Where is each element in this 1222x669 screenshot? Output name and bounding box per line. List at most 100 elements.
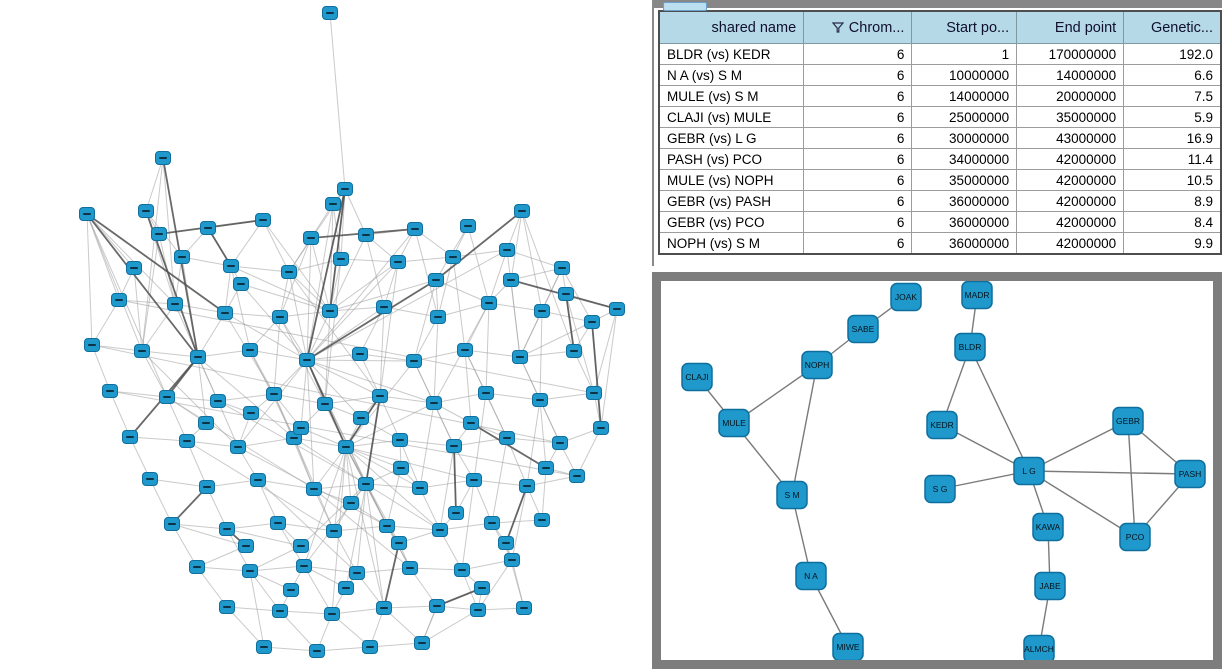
graph-node-noph[interactable]: NOPH bbox=[801, 350, 833, 380]
value-cell[interactable]: 8.4 bbox=[1123, 211, 1222, 233]
edge-name-cell[interactable]: NOPH (vs) S M bbox=[658, 232, 805, 255]
value-cell[interactable]: 6 bbox=[803, 211, 913, 233]
edge-name-cell[interactable]: GEBR (vs) L G bbox=[658, 127, 805, 149]
value-cell[interactable]: 36000000 bbox=[911, 211, 1018, 233]
edge-name-cell[interactable]: PASH (vs) PCO bbox=[658, 148, 805, 170]
graph-edge bbox=[109, 390, 168, 398]
sub-network-svg[interactable]: JOAK MADR SABE BLDR NOPH CLAJI MULE KEDR GEBR L G… bbox=[661, 281, 1213, 660]
graph-node-pco[interactable]: PCO bbox=[1119, 522, 1151, 552]
value-cell[interactable]: 16.9 bbox=[1123, 127, 1222, 149]
value-cell[interactable]: 36000000 bbox=[911, 232, 1018, 255]
graph-edge bbox=[519, 321, 593, 358]
value-cell[interactable]: 192.0 bbox=[1123, 43, 1222, 65]
value-cell[interactable]: 42000000 bbox=[1016, 169, 1125, 191]
table-row[interactable]: PASH (vs) PCO 6 34000000 42000000 11.4 bbox=[658, 148, 1222, 170]
graph-node-miwe[interactable]: MIWE bbox=[832, 632, 864, 661]
graph-node-label bbox=[536, 399, 544, 401]
column-header-chrom-[interactable]: Chrom... bbox=[803, 10, 913, 44]
value-cell[interactable]: 14000000 bbox=[911, 85, 1018, 107]
graph-node-s-g[interactable]: S G bbox=[924, 474, 956, 504]
graph-node-madr[interactable]: MADR bbox=[961, 281, 993, 310]
graph-node-s-m[interactable]: S M bbox=[776, 480, 808, 510]
column-header-start-po-[interactable]: Start po... bbox=[911, 10, 1018, 44]
graph-edge bbox=[1028, 470, 1136, 538]
value-cell[interactable]: 20000000 bbox=[1016, 85, 1125, 107]
graph-edge bbox=[293, 437, 347, 448]
graph-edge bbox=[129, 436, 188, 442]
graph-node-l-g[interactable]: L G bbox=[1013, 456, 1045, 486]
table-row[interactable]: GEBR (vs) L G 6 30000000 43000000 16.9 bbox=[658, 127, 1222, 149]
value-cell[interactable]: 6 bbox=[803, 169, 913, 191]
graph-node-label bbox=[394, 261, 402, 263]
column-header-label: shared name bbox=[711, 19, 797, 36]
graph-node-gebr[interactable]: GEBR bbox=[1112, 406, 1144, 436]
value-cell[interactable]: 8.9 bbox=[1123, 190, 1222, 212]
value-cell[interactable]: 42000000 bbox=[1016, 232, 1125, 255]
edge-name-cell[interactable]: N A (vs) S M bbox=[658, 64, 805, 86]
value-cell[interactable]: 6 bbox=[803, 127, 913, 149]
table-row[interactable]: GEBR (vs) PCO 6 36000000 42000000 8.4 bbox=[658, 211, 1222, 233]
table-row[interactable]: BLDR (vs) KEDR 6 1 170000000 192.0 bbox=[658, 43, 1222, 65]
edge-name-cell[interactable]: GEBR (vs) PCO bbox=[658, 211, 805, 233]
edge-name-cell[interactable]: CLAJI (vs) MULE bbox=[658, 106, 805, 128]
graph-node-mule[interactable]: MULE bbox=[718, 408, 750, 438]
value-cell[interactable]: 6 bbox=[803, 148, 913, 170]
graph-node-claji[interactable]: CLAJI bbox=[681, 362, 713, 392]
table-row[interactable]: MULE (vs) NOPH 6 35000000 42000000 10.5 bbox=[658, 169, 1222, 191]
value-cell[interactable]: 35000000 bbox=[1016, 106, 1125, 128]
graph-node-joak[interactable]: JOAK bbox=[890, 282, 922, 312]
network-view-selection[interactable]: JOAK MADR SABE BLDR NOPH CLAJI MULE KEDR GEBR L G… bbox=[652, 272, 1222, 669]
column-header-shared-name[interactable]: shared name bbox=[658, 10, 805, 44]
graph-edge bbox=[473, 479, 528, 487]
graph-node-pash[interactable]: PASH bbox=[1174, 459, 1206, 489]
value-cell[interactable]: 10000000 bbox=[911, 64, 1018, 86]
value-cell[interactable]: 9.9 bbox=[1123, 232, 1222, 255]
table-row[interactable]: GEBR (vs) PASH 6 36000000 42000000 8.9 bbox=[658, 190, 1222, 212]
value-cell[interactable]: 6 bbox=[803, 85, 913, 107]
graph-edge-strong bbox=[383, 542, 400, 609]
value-cell[interactable]: 30000000 bbox=[911, 127, 1018, 149]
edge-name-cell[interactable]: MULE (vs) NOPH bbox=[658, 169, 805, 191]
table-tab-remnant[interactable] bbox=[663, 2, 707, 11]
graph-node-kedr[interactable]: KEDR bbox=[926, 410, 958, 440]
value-cell[interactable]: 43000000 bbox=[1016, 127, 1125, 149]
edge-name-cell[interactable]: BLDR (vs) KEDR bbox=[658, 43, 805, 65]
column-header-genetic-[interactable]: Genetic... bbox=[1123, 10, 1222, 44]
value-cell[interactable]: 42000000 bbox=[1016, 190, 1125, 212]
graph-node-label bbox=[520, 607, 528, 609]
value-cell[interactable]: 6 bbox=[803, 64, 913, 86]
graph-node-bldr[interactable]: BLDR bbox=[954, 332, 986, 362]
main-network-svg[interactable] bbox=[0, 0, 652, 669]
table-row[interactable]: NOPH (vs) S M 6 36000000 42000000 9.9 bbox=[658, 232, 1222, 255]
value-cell[interactable]: 42000000 bbox=[1016, 148, 1125, 170]
value-cell[interactable]: 25000000 bbox=[911, 106, 1018, 128]
value-cell[interactable]: 34000000 bbox=[911, 148, 1018, 170]
value-cell[interactable]: 5.9 bbox=[1123, 106, 1222, 128]
table-row[interactable]: MULE (vs) S M 6 14000000 20000000 7.5 bbox=[658, 85, 1222, 107]
value-cell[interactable]: 35000000 bbox=[911, 169, 1018, 191]
edge-name-cell[interactable]: MULE (vs) S M bbox=[658, 85, 805, 107]
value-cell[interactable]: 14000000 bbox=[1016, 64, 1125, 86]
value-cell[interactable]: 6.6 bbox=[1123, 64, 1222, 86]
value-cell[interactable]: 7.5 bbox=[1123, 85, 1222, 107]
value-cell[interactable]: 6 bbox=[803, 232, 913, 255]
value-cell[interactable]: 36000000 bbox=[911, 190, 1018, 212]
value-cell[interactable]: 170000000 bbox=[1016, 43, 1125, 65]
value-cell[interactable]: 6 bbox=[803, 106, 913, 128]
value-cell[interactable]: 1 bbox=[911, 43, 1018, 65]
graph-node-almch[interactable]: ALMCH bbox=[1023, 634, 1055, 661]
table-row[interactable]: CLAJI (vs) MULE 6 25000000 35000000 5.9 bbox=[658, 106, 1222, 128]
graph-node-kawa[interactable]: KAWA bbox=[1032, 512, 1064, 542]
edge-name-cell[interactable]: GEBR (vs) PASH bbox=[658, 190, 805, 212]
graph-node-sabe[interactable]: SABE bbox=[847, 314, 879, 344]
value-cell[interactable]: 10.5 bbox=[1123, 169, 1222, 191]
value-cell[interactable]: 6 bbox=[803, 190, 913, 212]
table-row[interactable]: N A (vs) S M 6 10000000 14000000 6.6 bbox=[658, 64, 1222, 86]
value-cell[interactable]: 6 bbox=[803, 43, 913, 65]
graph-node-jabe[interactable]: JABE bbox=[1034, 571, 1066, 601]
value-cell[interactable]: 42000000 bbox=[1016, 211, 1125, 233]
value-cell[interactable]: 11.4 bbox=[1123, 148, 1222, 170]
network-view-main[interactable] bbox=[0, 0, 652, 669]
column-header-end-point[interactable]: End point bbox=[1016, 10, 1125, 44]
graph-node-n-a[interactable]: N A bbox=[795, 561, 827, 591]
